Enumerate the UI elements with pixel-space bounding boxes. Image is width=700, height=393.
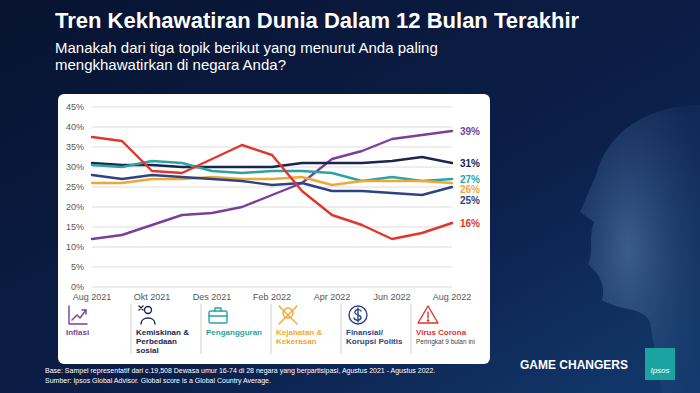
- y-tick-label: 25%: [66, 182, 84, 192]
- y-tick-label: 15%: [66, 222, 84, 232]
- grid-line: [92, 247, 452, 248]
- x-tick-label: Aug 2021: [73, 292, 112, 302]
- head-silhouette: [580, 105, 700, 393]
- legend-icon: [279, 306, 297, 324]
- grid-line: [92, 287, 452, 288]
- series-line: [92, 175, 452, 195]
- end-label: 39%: [460, 126, 480, 137]
- y-tick-label: 35%: [66, 142, 84, 152]
- legend-label: Kemiskinan & Perbedaan sosial: [136, 328, 198, 355]
- grid-line: [92, 267, 452, 268]
- legend-divider: [411, 304, 412, 354]
- brand-tagline: GAME CHANGERS: [520, 358, 628, 372]
- grid-line: [92, 187, 452, 188]
- y-tick-label: 45%: [66, 102, 84, 112]
- x-tick-label: Jun 2022: [373, 292, 410, 302]
- grid-line: [92, 147, 452, 148]
- brand-logo-box: [645, 348, 675, 380]
- brand-logo: Ipsos: [645, 366, 675, 375]
- y-tick-label: 0%: [71, 282, 84, 292]
- x-tick-label: Apr 2022: [314, 292, 351, 302]
- legend-label: Finansial/ Korupsi Politis: [346, 328, 408, 346]
- legend-note: Peringkat 9 bulan ini: [416, 338, 482, 346]
- legend-icon: [209, 308, 227, 323]
- chart-panel: [58, 94, 490, 364]
- footer-note: Sumber: Ipsos Global Advisor. Global sco…: [45, 376, 525, 385]
- grid-line: [92, 107, 452, 108]
- legend-label: Pengangguran: [206, 328, 268, 337]
- legend-label: Virus Corona: [416, 328, 478, 337]
- series-line: [92, 131, 452, 239]
- x-tick-label: Aug 2022: [433, 292, 472, 302]
- series-line: [92, 137, 452, 239]
- x-tick-label: Des 2021: [193, 292, 232, 302]
- legend-divider: [131, 304, 132, 354]
- plot-area: [92, 131, 452, 239]
- y-tick-label: 20%: [66, 202, 84, 212]
- legend-label: Kejahatan & Kekerasan: [276, 328, 338, 346]
- y-tick-label: 30%: [66, 162, 84, 172]
- legend-icon: [349, 306, 367, 324]
- subtitle: Manakah dari tiga topik berikut yang men…: [55, 39, 500, 73]
- legend-label: Inflasi: [66, 328, 128, 337]
- end-label: 26%: [460, 184, 480, 195]
- canvas-root: 0% 5% 10% 15% 20% 25% 30% 35% 40% 45% Aug 2021 Okt …: [0, 0, 700, 393]
- y-tick-label: 5%: [71, 262, 84, 272]
- end-label: 25%: [460, 195, 480, 206]
- end-label: 27%: [460, 174, 480, 185]
- y-tick-label: 10%: [66, 242, 84, 252]
- title: Tren Kekhawatiran Dunia Dalam 12 Bulan T…: [55, 8, 675, 34]
- grid-line: [92, 207, 452, 208]
- end-label: 16%: [460, 218, 480, 229]
- legend-icon: [139, 306, 155, 324]
- y-tick-label: 40%: [66, 122, 84, 132]
- x-tick-label: Okt 2021: [134, 292, 171, 302]
- legend-icon: [418, 306, 438, 323]
- legend-divider: [271, 304, 272, 354]
- x-tick-label: Feb 2022: [253, 292, 291, 302]
- grid-line: [92, 127, 452, 128]
- background: [0, 0, 700, 393]
- footer-note: Base: Sampel representatif dari c.19,508…: [45, 366, 525, 375]
- legend-divider: [341, 304, 342, 354]
- end-label: 31%: [460, 158, 480, 169]
- page: 0% 5% 10% 15% 20% 25% 30% 35% 40% 45% Aug 2021 Okt …: [0, 0, 700, 393]
- legend-divider: [201, 304, 202, 354]
- legend-icon: [69, 306, 87, 324]
